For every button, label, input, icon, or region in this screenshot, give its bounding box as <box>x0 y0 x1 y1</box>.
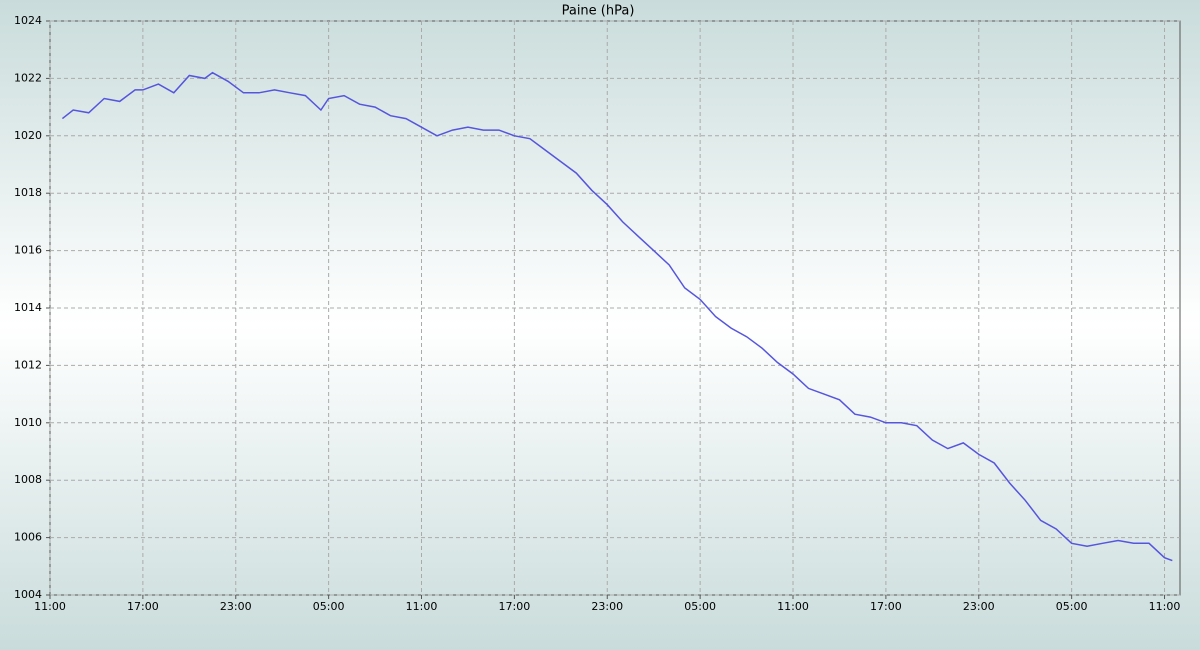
y-tick-label: 1022 <box>14 71 42 84</box>
y-tick-label: 1016 <box>14 244 42 257</box>
x-tick-label: 23:00 <box>220 600 252 613</box>
x-tick-label: 17:00 <box>127 600 159 613</box>
y-tick-label: 1010 <box>14 416 42 429</box>
y-tick-label: 1018 <box>14 186 42 199</box>
x-tick-label: 05:00 <box>313 600 345 613</box>
x-tick-label: 05:00 <box>684 600 716 613</box>
x-tick-label: 11:00 <box>406 600 438 613</box>
y-tick-label: 1014 <box>14 301 42 314</box>
x-tick-label: 23:00 <box>963 600 995 613</box>
y-tick-label: 1024 <box>14 14 42 27</box>
x-tick-label: 05:00 <box>1056 600 1088 613</box>
x-tick-label: 17:00 <box>870 600 902 613</box>
x-tick-label: 11:00 <box>777 600 809 613</box>
chart-title: Paine (hPa) <box>562 4 635 19</box>
y-tick-label: 1004 <box>14 588 42 601</box>
data-line <box>61 71 1173 562</box>
y-tick-label: 1020 <box>14 129 42 142</box>
y-tick-label: 1008 <box>14 473 42 486</box>
x-tick-label: 17:00 <box>499 600 531 613</box>
y-tick-label: 1012 <box>14 358 42 371</box>
x-tick-label: 23:00 <box>591 600 623 613</box>
y-tick-label: 1006 <box>14 531 42 544</box>
x-tick-label: 11:00 <box>1149 600 1181 613</box>
x-tick-label: 11:00 <box>34 600 66 613</box>
